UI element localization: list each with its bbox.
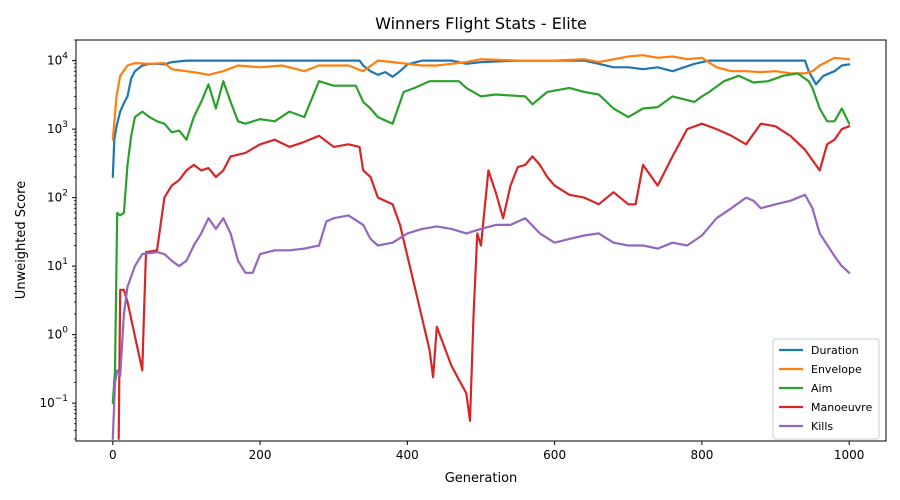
y-tick-label: 101 [47, 257, 68, 273]
y-axis: 10−1 100 101 102 103 104 [39, 39, 76, 440]
x-axis: 0 200 400 600 800 1000 [109, 441, 864, 462]
series-line-aim [111, 72, 851, 405]
x-tick-label: 600 [543, 448, 566, 462]
legend-label-kills: Kills [811, 420, 833, 433]
y-tick-label: 102 [47, 189, 68, 205]
y-tick-label: 104 [47, 52, 68, 68]
legend: Duration Envelope Aim Manoeuvre Kills [772, 338, 880, 440]
series-line-envelope [111, 54, 851, 141]
plot-lines [111, 54, 851, 440]
x-axis-label: Generation [445, 471, 518, 486]
plot-frame [75, 39, 887, 442]
legend-label-duration: Duration [811, 344, 859, 357]
x-tick-label: 800 [690, 448, 713, 462]
x-tick-label: 1000 [834, 448, 865, 462]
x-tick-label: 0 [109, 448, 117, 462]
series-line-kills [111, 193, 851, 440]
x-tick-label: 400 [396, 448, 419, 462]
x-tick-label: 200 [249, 448, 272, 462]
y-tick-label: 100 [47, 326, 68, 342]
series-line-manoeuvre [117, 122, 851, 440]
chart-title: Winners Flight Stats - Elite [375, 14, 587, 33]
legend-label-aim: Aim [811, 382, 832, 395]
series-line-duration [111, 59, 851, 179]
legend-label-manoeuvre: Manoeuvre [811, 401, 872, 414]
y-tick-label: 10−1 [39, 394, 68, 410]
legend-label-envelope: Envelope [811, 363, 862, 376]
legend-box [772, 338, 880, 440]
y-tick-label: 103 [47, 120, 68, 136]
y-axis-label: Unweighted Score [14, 181, 29, 299]
